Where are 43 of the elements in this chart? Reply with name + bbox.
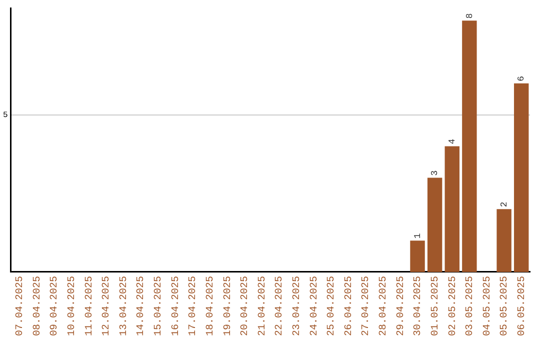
x-tick-label: 25.04.2025 [326,276,338,336]
data-label: 8 [464,13,475,19]
x-tick-label: 23.04.2025 [292,276,303,336]
bar [410,240,425,272]
x-tick-label: 26.04.2025 [344,276,355,336]
x-tick-label: 22.04.2025 [274,276,286,336]
bar [427,178,442,272]
x-tick-label: 07.04.2025 [15,276,26,336]
data-label: 3 [430,170,440,176]
bar [444,146,460,272]
data-label: 1 [412,233,423,239]
x-tick-label: 27.04.2025 [361,276,372,336]
x-tick-label: 03.05.2025 [465,276,476,336]
data-label: 4 [448,138,458,144]
x-tick-label: 21.04.2025 [257,276,268,336]
x-tick-label: 29.04.2025 [396,276,407,336]
x-tick-label: 14.04.2025 [136,276,148,336]
x-tick-label: 19.04.2025 [222,276,234,336]
x-tick-label: 18.04.2025 [205,276,216,336]
x-tick-label: 20.04.2025 [240,276,252,336]
x-tick-label: 28.04.2025 [378,276,390,336]
x-tick-label: 13.04.2025 [118,276,130,336]
bar [514,83,529,272]
x-tick-label: 30.04.2025 [413,276,424,336]
x-tick-label: 08.04.2025 [32,276,44,336]
x-tick-label: 09.04.2025 [50,276,61,336]
x-tick-label: 15.04.2025 [154,276,165,336]
data-label: 6 [516,76,527,82]
bar [496,209,512,272]
x-tick-label: 01.05.2025 [430,276,442,336]
data-label: 2 [499,202,510,208]
x-tick-label: 02.05.2025 [448,276,459,336]
x-tick-label: 10.04.2025 [67,276,78,336]
x-tick-label: 16.04.2025 [170,276,182,336]
x-tick-label: 06.05.2025 [516,276,528,336]
x-tick-label: 11.04.2025 [84,276,96,336]
x-tick-label: 12.04.2025 [102,276,113,336]
x-tick-label: 04.05.2025 [482,276,494,336]
x-tick-label: 05.05.2025 [500,276,511,336]
x-tick-label: 24.04.2025 [309,276,320,336]
bar [462,20,477,272]
x-tick-label: 17.04.2025 [188,276,200,336]
y-tick-label: 5 [2,110,8,120]
